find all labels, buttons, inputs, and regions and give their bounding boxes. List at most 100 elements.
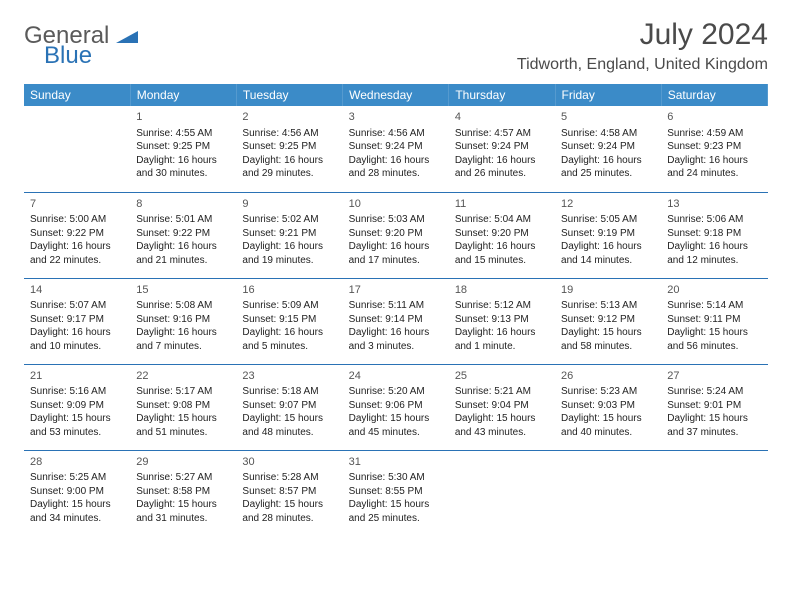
day-number: 31 [349, 455, 443, 470]
day-number: 29 [136, 455, 230, 470]
sunset-text: Sunset: 9:22 PM [30, 227, 124, 241]
day-number: 2 [242, 110, 336, 125]
sunrise-text: Sunrise: 5:27 AM [136, 471, 230, 485]
sunrise-text: Sunrise: 4:56 AM [349, 127, 443, 141]
sunset-text: Sunset: 9:13 PM [455, 313, 549, 327]
sunrise-text: Sunrise: 5:23 AM [561, 385, 655, 399]
daylight-text: Daylight: 16 hours and 29 minutes. [242, 154, 336, 181]
day-header: Saturday [661, 84, 767, 106]
sunrise-text: Sunrise: 5:03 AM [349, 213, 443, 227]
day-header: Sunday [24, 84, 130, 106]
day-number: 27 [667, 369, 761, 384]
daylight-text: Daylight: 15 hours and 45 minutes. [349, 412, 443, 439]
sunrise-text: Sunrise: 5:06 AM [667, 213, 761, 227]
logo-triangle-icon [116, 27, 138, 47]
sunrise-text: Sunrise: 5:30 AM [349, 471, 443, 485]
day-number: 4 [455, 110, 549, 125]
calendar-cell: 3Sunrise: 4:56 AMSunset: 9:24 PMDaylight… [343, 106, 449, 192]
daylight-text: Daylight: 15 hours and 31 minutes. [136, 498, 230, 525]
sunset-text: Sunset: 9:03 PM [561, 399, 655, 413]
calendar-cell: 17Sunrise: 5:11 AMSunset: 9:14 PMDayligh… [343, 278, 449, 364]
daylight-text: Daylight: 16 hours and 24 minutes. [667, 154, 761, 181]
day-header: Friday [555, 84, 661, 106]
day-number: 7 [30, 197, 124, 212]
logo-text: General Blue [24, 24, 138, 68]
calendar-cell [24, 106, 130, 192]
calendar-cell: 22Sunrise: 5:17 AMSunset: 9:08 PMDayligh… [130, 364, 236, 450]
day-number: 18 [455, 283, 549, 298]
calendar-table: SundayMondayTuesdayWednesdayThursdayFrid… [24, 84, 768, 536]
calendar-cell: 14Sunrise: 5:07 AMSunset: 9:17 PMDayligh… [24, 278, 130, 364]
daylight-text: Daylight: 16 hours and 21 minutes. [136, 240, 230, 267]
calendar-cell: 6 Sunrise: 4:59 AMSunset: 9:23 PMDaylight… [661, 106, 767, 192]
calendar-cell: 15Sunrise: 5:08 AMSunset: 9:16 PMDayligh… [130, 278, 236, 364]
day-number: 21 [30, 369, 124, 384]
calendar-cell: 7Sunrise: 5:00 AMSunset: 9:22 PMDaylight… [24, 192, 130, 278]
daylight-text: Daylight: 15 hours and 51 minutes. [136, 412, 230, 439]
sunset-text: Sunset: 9:04 PM [455, 399, 549, 413]
day-header: Wednesday [343, 84, 449, 106]
daylight-text: Daylight: 15 hours and 34 minutes. [30, 498, 124, 525]
daylight-text: Daylight: 15 hours and 58 minutes. [561, 326, 655, 353]
daylight-text: Daylight: 16 hours and 30 minutes. [136, 154, 230, 181]
logo-line2: Blue [44, 44, 138, 68]
calendar-cell: 9Sunrise: 5:02 AMSunset: 9:21 PMDaylight… [236, 192, 342, 278]
calendar-cell: 10Sunrise: 5:03 AMSunset: 9:20 PMDayligh… [343, 192, 449, 278]
sunset-text: Sunset: 9:07 PM [242, 399, 336, 413]
day-number: 5 [561, 110, 655, 125]
calendar-cell: 18Sunrise: 5:12 AMSunset: 9:13 PMDayligh… [449, 278, 555, 364]
day-number: 24 [349, 369, 443, 384]
calendar-row: 14Sunrise: 5:07 AMSunset: 9:17 PMDayligh… [24, 278, 768, 364]
sunrise-text: Sunrise: 5:16 AM [30, 385, 124, 399]
calendar-cell: 8Sunrise: 5:01 AMSunset: 9:22 PMDaylight… [130, 192, 236, 278]
calendar-cell: 30Sunrise: 5:28 AMSunset: 8:57 PMDayligh… [236, 450, 342, 536]
sunrise-text: Sunrise: 5:07 AM [30, 299, 124, 313]
title-block: July 2024 Tidworth, England, United King… [517, 18, 768, 74]
day-number: 15 [136, 283, 230, 298]
calendar-cell: 24Sunrise: 5:20 AMSunset: 9:06 PMDayligh… [343, 364, 449, 450]
sunset-text: Sunset: 9:16 PM [136, 313, 230, 327]
calendar-row: 7Sunrise: 5:00 AMSunset: 9:22 PMDaylight… [24, 192, 768, 278]
sunset-text: Sunset: 9:24 PM [349, 140, 443, 154]
day-number: 1 [136, 110, 230, 125]
day-number: 28 [30, 455, 124, 470]
sunset-text: Sunset: 8:55 PM [349, 485, 443, 499]
daylight-text: Daylight: 16 hours and 26 minutes. [455, 154, 549, 181]
daylight-text: Daylight: 16 hours and 28 minutes. [349, 154, 443, 181]
sunset-text: Sunset: 9:20 PM [455, 227, 549, 241]
calendar-cell: 27Sunrise: 5:24 AMSunset: 9:01 PMDayligh… [661, 364, 767, 450]
daylight-text: Daylight: 15 hours and 37 minutes. [667, 412, 761, 439]
daylight-text: Daylight: 15 hours and 43 minutes. [455, 412, 549, 439]
sunrise-text: Sunrise: 5:25 AM [30, 471, 124, 485]
sunset-text: Sunset: 9:06 PM [349, 399, 443, 413]
sunset-text: Sunset: 9:18 PM [667, 227, 761, 241]
sunset-text: Sunset: 9:25 PM [242, 140, 336, 154]
sunrise-text: Sunrise: 5:24 AM [667, 385, 761, 399]
calendar-cell: 28Sunrise: 5:25 AMSunset: 9:00 PMDayligh… [24, 450, 130, 536]
calendar-cell: 21Sunrise: 5:16 AMSunset: 9:09 PMDayligh… [24, 364, 130, 450]
calendar-cell: 2Sunrise: 4:56 AMSunset: 9:25 PMDaylight… [236, 106, 342, 192]
sunrise-text: Sunrise: 5:13 AM [561, 299, 655, 313]
sunset-text: Sunset: 9:20 PM [349, 227, 443, 241]
sunrise-text: Sunrise: 5:11 AM [349, 299, 443, 313]
day-number: 23 [242, 369, 336, 384]
sunrise-text: Sunrise: 5:28 AM [242, 471, 336, 485]
day-number: 8 [136, 197, 230, 212]
sunset-text: Sunset: 9:09 PM [30, 399, 124, 413]
sunset-text: Sunset: 9:08 PM [136, 399, 230, 413]
sunrise-text: Sunrise: 4:59 AM [667, 127, 761, 141]
day-number: 9 [242, 197, 336, 212]
day-header: Tuesday [236, 84, 342, 106]
header: General Blue July 2024 Tidworth, England… [24, 18, 768, 74]
sunset-text: Sunset: 9:11 PM [667, 313, 761, 327]
sunset-text: Sunset: 9:23 PM [667, 140, 761, 154]
sunset-text: Sunset: 8:58 PM [136, 485, 230, 499]
sunrise-text: Sunrise: 4:58 AM [561, 127, 655, 141]
daylight-text: Daylight: 16 hours and 7 minutes. [136, 326, 230, 353]
daylight-text: Daylight: 15 hours and 56 minutes. [667, 326, 761, 353]
sunset-text: Sunset: 9:24 PM [561, 140, 655, 154]
calendar-head: SundayMondayTuesdayWednesdayThursdayFrid… [24, 84, 768, 106]
calendar-row: 21Sunrise: 5:16 AMSunset: 9:09 PM Dayligh… [24, 364, 768, 450]
day-number: 6 [667, 110, 761, 125]
sunset-text: Sunset: 9:24 PM [455, 140, 549, 154]
